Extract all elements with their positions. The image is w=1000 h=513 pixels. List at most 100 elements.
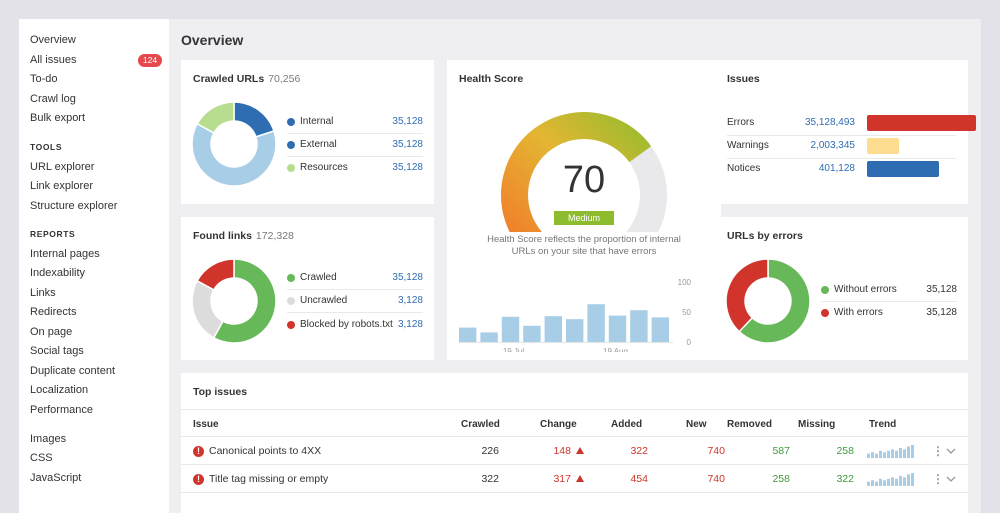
health-bar-9[interactable]	[651, 317, 669, 342]
legend-value[interactable]: 35,128	[392, 139, 423, 150]
triangle-up-icon	[576, 447, 584, 454]
legend-value[interactable]: 35,128	[926, 284, 957, 295]
more-vertical-icon[interactable]: ⋮	[932, 444, 944, 458]
divider	[181, 492, 968, 493]
cell-value: 740	[707, 473, 725, 485]
trend-bar	[903, 477, 906, 486]
health-bar-8[interactable]	[630, 310, 648, 342]
cell-value: 226	[481, 445, 499, 457]
sidebar-item-links[interactable]: Links	[30, 287, 56, 299]
legend-dot	[287, 274, 295, 282]
donut-segment-2[interactable]	[196, 259, 235, 291]
legend-value[interactable]: 3,128	[397, 319, 423, 330]
crawled-urls-title: Crawled URLs 70,256	[193, 73, 300, 85]
health-score-card: Health Score 70 Medium Health Score refl…	[447, 60, 721, 360]
cell-change[interactable]: 148	[553, 445, 584, 457]
cell-added[interactable]: 322	[630, 445, 648, 457]
column-header-issue[interactable]: Issue	[193, 419, 219, 430]
legend-label: Without errors	[834, 284, 897, 295]
health-bar-6[interactable]	[587, 304, 605, 342]
cell-value: 258	[772, 473, 790, 485]
urls-by-errors-card: URLs by errors Without errors 35,128 Wit…	[715, 217, 968, 360]
legend-dot	[287, 297, 295, 305]
legend-value[interactable]: 3,128	[397, 295, 423, 306]
donut-segment-0[interactable]	[233, 102, 275, 138]
sidebar-item-internal-pages[interactable]: Internal pages	[30, 248, 100, 260]
cell-removed[interactable]: 587	[772, 445, 790, 457]
health-score-title: Health Score	[459, 73, 524, 85]
health-bar-7[interactable]	[608, 315, 627, 342]
cell-crawled[interactable]: 322	[481, 473, 499, 485]
health-bar-1[interactable]	[480, 332, 498, 342]
issues-count-badge: 124	[138, 54, 162, 67]
sidebar-item-crawl-log[interactable]: Crawl log	[30, 93, 76, 105]
issue-name-link[interactable]: Canonical points to 4XX	[209, 445, 322, 457]
sidebar-item-url-explorer[interactable]: URL explorer	[30, 161, 95, 173]
donut-segment-1[interactable]	[726, 259, 769, 333]
urls-by-errors-donut	[726, 259, 810, 343]
sidebar-item-overview[interactable]: Overview	[30, 34, 76, 46]
sidebar-item-bulk-export[interactable]: Bulk export	[30, 112, 86, 124]
sidebar-item-social-tags[interactable]: Social tags	[30, 345, 84, 357]
cell-missing[interactable]: 258	[836, 445, 854, 457]
crawled-urls-donut	[192, 102, 276, 186]
trend-bar	[867, 453, 870, 458]
legend-value[interactable]: 35,128	[392, 162, 423, 173]
health-bar-0[interactable]	[459, 327, 477, 342]
column-header-missing[interactable]: Missing	[798, 419, 836, 430]
cell-change[interactable]: 317	[553, 473, 584, 485]
sidebar-item-javascript[interactable]: JavaScript	[30, 472, 82, 484]
health-bar-4[interactable]	[544, 316, 562, 342]
sidebar-item-performance[interactable]: Performance	[30, 404, 93, 416]
column-header-added[interactable]: Added	[611, 419, 643, 430]
donut-segment-1[interactable]	[192, 122, 276, 186]
donut-segment-1[interactable]	[192, 279, 224, 339]
legend-value[interactable]: 35,128	[392, 272, 423, 283]
legend-value[interactable]: 35,128	[926, 307, 957, 318]
sidebar-item-on-page[interactable]: On page	[30, 326, 73, 338]
sidebar-item-localization[interactable]: Localization	[30, 384, 89, 396]
found-links-donut	[192, 259, 276, 343]
sidebar-item-duplicate-content[interactable]: Duplicate content	[30, 365, 115, 377]
cell-new[interactable]: 740	[707, 473, 725, 485]
issues-row-value[interactable]: 35,128,493	[804, 117, 855, 128]
column-header-crawled[interactable]: Crawled	[461, 419, 500, 430]
cell-new[interactable]: 740	[707, 445, 725, 457]
sidebar-item-to-do[interactable]: To-do	[30, 73, 58, 85]
sidebar-item-redirects[interactable]: Redirects	[30, 306, 77, 318]
column-header-removed[interactable]: Removed	[727, 419, 773, 430]
legend-value[interactable]: 35,128	[392, 116, 423, 127]
health-bar-5[interactable]	[566, 319, 584, 342]
chevron-down-icon[interactable]	[946, 448, 956, 456]
more-vertical-icon[interactable]: ⋮	[932, 472, 944, 486]
issues-row-value[interactable]: 2,003,345	[810, 140, 856, 151]
issues-row-value[interactable]: 401,128	[818, 163, 855, 174]
issue-name-link[interactable]: Title tag missing or empty	[209, 473, 329, 485]
sidebar-item-structure-explorer[interactable]: Structure explorer	[30, 200, 118, 212]
column-header-new[interactable]: New	[686, 419, 707, 430]
cell-added[interactable]: 454	[630, 473, 648, 485]
column-header-trend[interactable]: Trend	[869, 419, 897, 430]
sidebar-item-all-issues[interactable]: All issues	[30, 54, 77, 66]
health-bar-2[interactable]	[501, 316, 520, 342]
sidebar-item-css[interactable]: CSS	[30, 452, 53, 464]
divider	[181, 464, 968, 465]
sidebar-item-indexability[interactable]: Indexability	[30, 267, 86, 279]
donut-segment-2[interactable]	[196, 102, 235, 134]
cell-removed[interactable]: 258	[772, 473, 790, 485]
sidebar-item-link-explorer[interactable]: Link explorer	[30, 180, 93, 192]
divider	[287, 133, 423, 134]
legend-dot	[287, 321, 295, 329]
trend-bar	[887, 450, 890, 458]
sidebar-item-images[interactable]: Images	[30, 433, 67, 445]
divider	[821, 301, 957, 302]
donut-segment-0[interactable]	[212, 259, 276, 343]
cell-missing[interactable]: 322	[836, 473, 854, 485]
donut-segment-0[interactable]	[738, 259, 810, 343]
health-bar-3[interactable]	[523, 325, 541, 342]
cell-crawled[interactable]: 226	[481, 445, 499, 457]
chevron-down-icon[interactable]	[946, 476, 956, 484]
trend-bar	[883, 480, 886, 486]
legend-label: With errors	[834, 307, 883, 318]
column-header-change[interactable]: Change	[540, 419, 577, 430]
